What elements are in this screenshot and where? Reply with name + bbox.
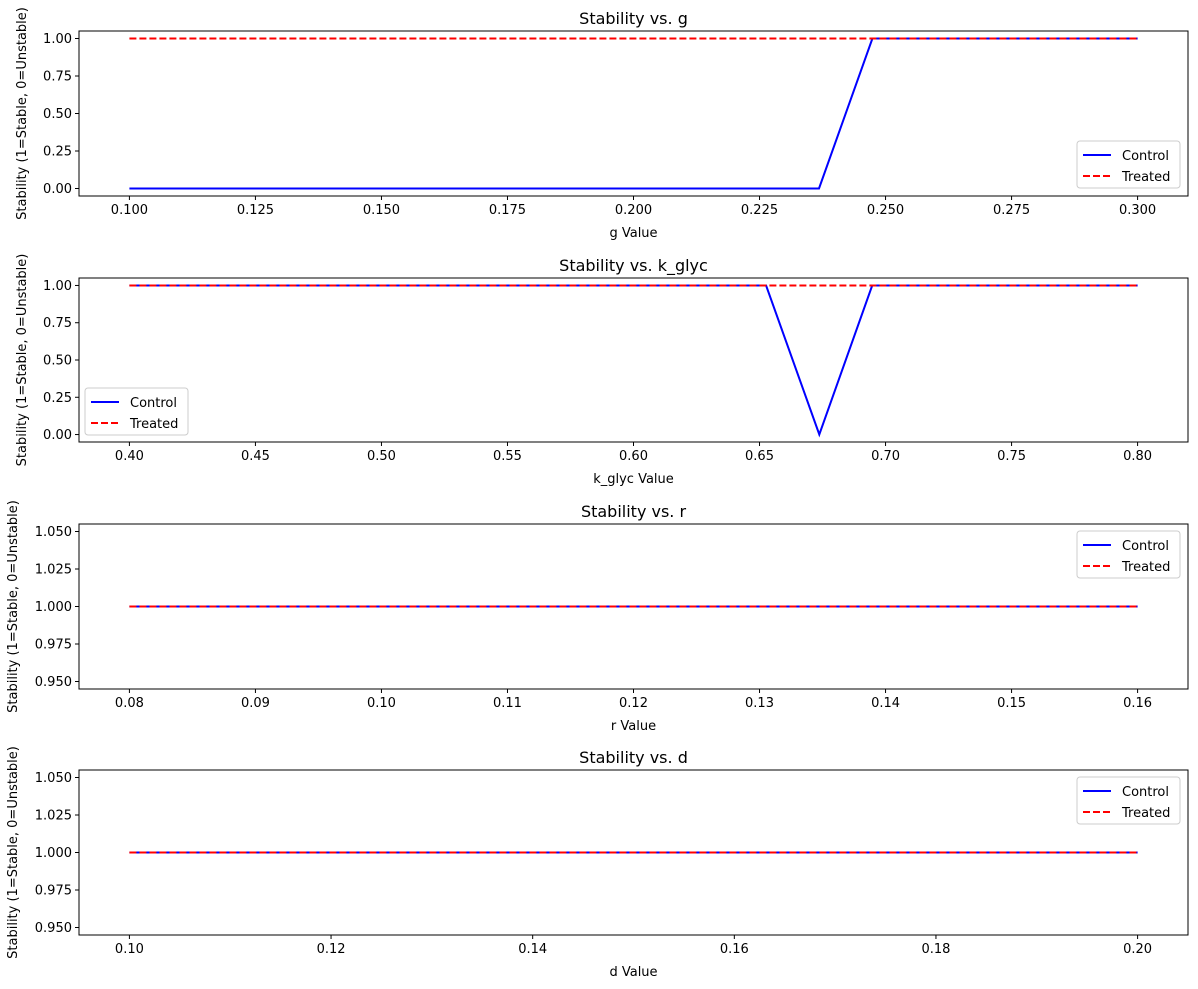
y-tick-label: 0.950	[35, 921, 72, 936]
y-tick-label: 0.25	[43, 391, 72, 406]
legend-label-control: Control	[130, 396, 177, 411]
x-tick-label: 0.12	[619, 696, 648, 711]
x-tick-label: 0.50	[367, 449, 396, 464]
x-tick-label: 0.250	[867, 203, 904, 218]
legend-label-control: Control	[1122, 149, 1169, 164]
legend-box	[1076, 530, 1181, 579]
legend-label-treated: Treated	[1121, 806, 1170, 821]
x-tick-label: 0.225	[741, 203, 778, 218]
x-tick-label: 0.175	[489, 203, 526, 218]
x-tick-label: 0.200	[615, 203, 652, 218]
y-tick-label: 0.975	[35, 638, 72, 653]
y-tick-label: 1.050	[35, 525, 72, 540]
y-axis-label: Stability (1=Stable, 0=Unstable)	[15, 7, 30, 220]
y-tick-label: 0.00	[43, 428, 72, 443]
x-tick-label: 0.20	[1123, 942, 1152, 957]
x-tick-label: 0.16	[1123, 696, 1152, 711]
x-tick-label: 0.100	[111, 203, 148, 218]
legend: Control Treated	[1076, 140, 1181, 189]
x-tick-label: 0.80	[1123, 449, 1152, 464]
x-tick-label: 0.10	[367, 696, 396, 711]
legend-label-treated: Treated	[1121, 170, 1170, 185]
series-line-control	[129, 284, 1138, 438]
x-tick-label: 0.150	[363, 203, 400, 218]
legend: Control Treated	[84, 387, 189, 436]
x-tick-label: 0.18	[921, 942, 950, 957]
y-axis-label: Stability (1=Stable, 0=Unstable)	[6, 500, 21, 713]
x-axis-label: d Value	[609, 965, 657, 980]
x-tick-label: 0.11	[493, 696, 522, 711]
y-tick-label: 1.050	[35, 771, 72, 786]
x-tick-label: 0.60	[619, 449, 648, 464]
legend-box	[1076, 776, 1181, 825]
axes-frame	[78, 277, 1189, 443]
subplot-title: Stability vs. r	[581, 502, 687, 521]
x-tick-label: 0.75	[997, 449, 1026, 464]
x-tick-label: 0.08	[115, 696, 144, 711]
y-tick-label: 0.75	[43, 316, 72, 331]
x-tick-label: 0.13	[745, 696, 774, 711]
y-tick-label: 0.50	[43, 354, 72, 369]
subplot-4: 0.10 0.12 0.14 0.16 0.18 0.20 0.950 0.975 1.000 1…	[6, 746, 1189, 980]
y-tick-label: 0.00	[43, 182, 72, 197]
y-tick-label: 1.025	[35, 809, 72, 824]
y-tick-label: 0.50	[43, 107, 72, 122]
x-tick-label: 0.275	[993, 203, 1030, 218]
y-tick-label: 0.75	[43, 70, 72, 85]
subplot-title: Stability vs. d	[579, 748, 688, 767]
x-tick-label: 0.14	[518, 942, 547, 957]
x-tick-label: 0.40	[115, 449, 144, 464]
legend: Control Treated	[1076, 530, 1181, 579]
legend-box	[84, 387, 189, 436]
legend-label-treated: Treated	[1121, 560, 1170, 575]
y-tick-label: 1.00	[43, 279, 72, 294]
legend-label-control: Control	[1122, 539, 1169, 554]
x-tick-label: 0.10	[115, 942, 144, 957]
x-tick-label: 0.16	[720, 942, 749, 957]
x-axis-label: r Value	[611, 719, 656, 734]
legend-box	[1076, 140, 1181, 189]
x-tick-label: 0.15	[997, 696, 1026, 711]
legend-label-control: Control	[1122, 785, 1169, 800]
x-tick-label: 0.70	[871, 449, 900, 464]
axes-frame	[78, 30, 1189, 197]
x-tick-label: 0.09	[241, 696, 270, 711]
y-axis-label: Stability (1=Stable, 0=Unstable)	[15, 254, 30, 467]
y-tick-label: 1.025	[35, 563, 72, 578]
subplot-1: 0.100 0.125 0.150 0.175 0.200 0.225 0.250 0.275…	[15, 7, 1189, 241]
x-tick-label: 0.300	[1119, 203, 1156, 218]
subplot-2: 0.40 0.45 0.50 0.55 0.60 0.65 0.70 0.75 0.80 0.00…	[15, 254, 1189, 487]
y-tick-label: 1.000	[35, 846, 72, 861]
x-tick-label: 0.45	[241, 449, 270, 464]
y-tick-label: 1.000	[35, 600, 72, 615]
legend: Control Treated	[1076, 776, 1181, 825]
x-tick-label: 0.12	[317, 942, 346, 957]
y-tick-label: 0.950	[35, 675, 72, 690]
x-tick-label: 0.55	[493, 449, 522, 464]
legend-label-treated: Treated	[129, 417, 178, 432]
x-tick-label: 0.125	[237, 203, 274, 218]
x-tick-label: 0.14	[871, 696, 900, 711]
x-tick-label: 0.65	[745, 449, 774, 464]
subplot-3: 0.08 0.09 0.10 0.11 0.12 0.13 0.14 0.15 0.16 0.95…	[6, 500, 1189, 734]
y-tick-label: 0.975	[35, 884, 72, 899]
series-line-control	[129, 37, 1138, 190]
y-tick-label: 0.25	[43, 145, 72, 160]
y-axis-label: Stability (1=Stable, 0=Unstable)	[6, 746, 21, 959]
x-axis-label: k_glyc Value	[593, 472, 674, 487]
y-tick-label: 1.00	[43, 32, 72, 47]
subplot-title: Stability vs. k_glyc	[559, 256, 708, 276]
x-axis-label: g Value	[609, 226, 657, 241]
subplot-title: Stability vs. g	[579, 9, 688, 28]
